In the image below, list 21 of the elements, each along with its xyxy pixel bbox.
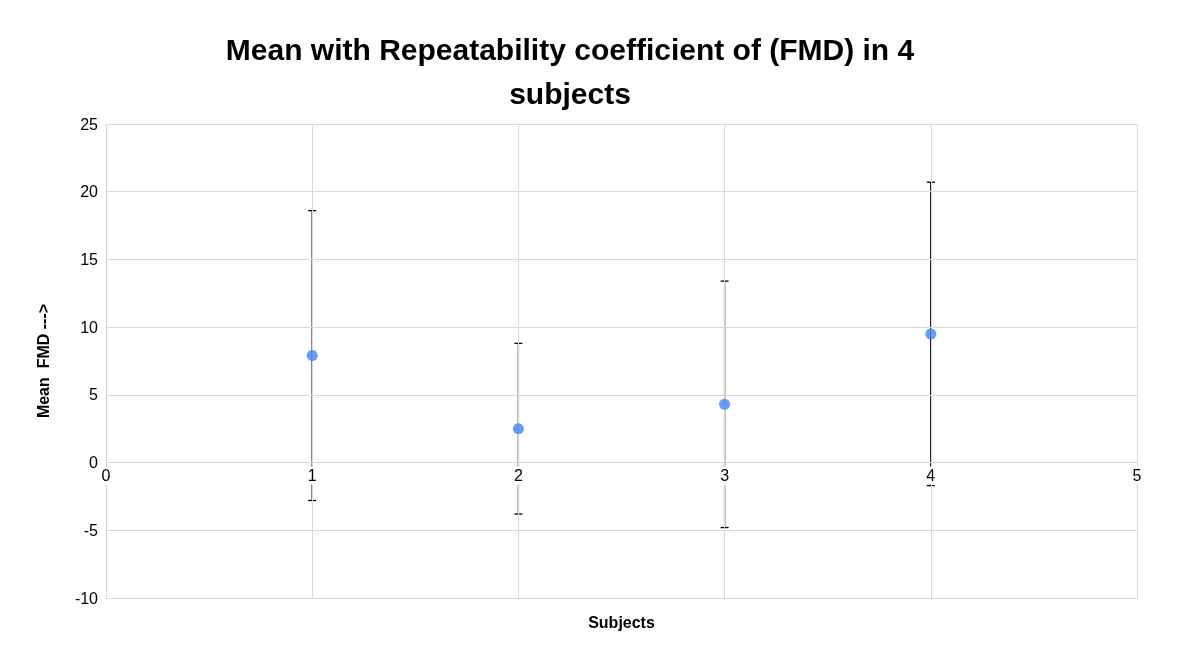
y-tick-label: 10: [80, 318, 99, 336]
y-tick-label: 25: [80, 115, 99, 133]
y-axis-title: Mean FMD --->: [34, 303, 52, 419]
x-tick-label: 3: [720, 467, 730, 485]
y-tick-label: 15: [80, 250, 99, 268]
x-tick-label: 4: [926, 467, 936, 485]
y-tick-label: -5: [83, 521, 99, 539]
point: [512, 423, 524, 435]
chart-title: Mean with Repeatability coefficient of (FMD) in 4 subjects: [225, 32, 915, 110]
x-tick-label: 1: [307, 467, 317, 485]
y-tick-label: -10: [74, 589, 99, 607]
point: [306, 350, 318, 362]
x-tick-label: 5: [1132, 467, 1142, 485]
x-tick-label: 2: [513, 467, 523, 485]
x-tick-label: 0: [101, 467, 111, 485]
point: [925, 328, 937, 340]
x-axis-title: Subjects: [588, 613, 655, 631]
y-tick-label: 20: [80, 183, 99, 201]
y-tick-label: 5: [89, 386, 99, 404]
point: [719, 398, 731, 410]
y-tick-label: 0: [89, 454, 99, 472]
